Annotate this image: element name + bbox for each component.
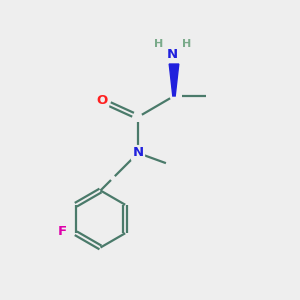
- Text: N: N: [132, 146, 144, 160]
- Text: O: O: [96, 94, 108, 107]
- Polygon shape: [169, 64, 179, 96]
- Text: N: N: [167, 48, 178, 61]
- Text: H: H: [182, 38, 191, 49]
- Text: H: H: [154, 38, 163, 49]
- Text: F: F: [58, 225, 67, 238]
